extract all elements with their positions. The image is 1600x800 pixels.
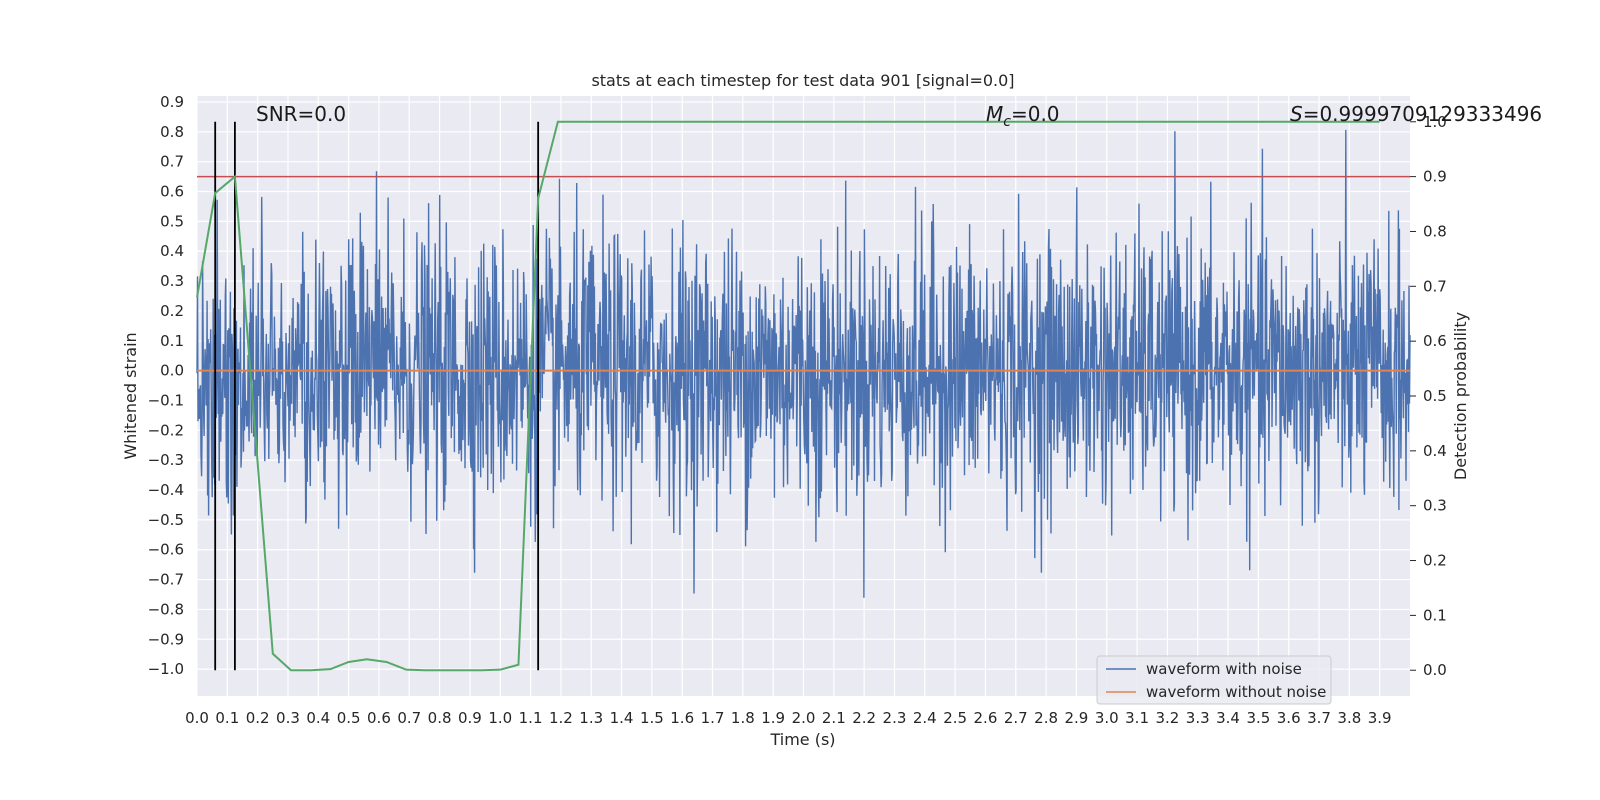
s-symbol: S [1290, 102, 1303, 126]
y-ticks: 0.9 0.8 0.7 0.6 0.5 0.4 0.3 0.2 0.1 0.0 −0.1 −0.2 −0… [148, 93, 184, 678]
probability-trace [196, 120, 1380, 672]
series-waveform-with-noise [196, 129, 1411, 598]
x-tick-label: 3.8 [1337, 709, 1361, 727]
snr-annotation: SNR=0.0 [256, 102, 346, 126]
x-tick-label: 3.7 [1307, 709, 1331, 727]
x-tick-label: 0.1 [215, 709, 239, 727]
y-tick-label: 0.6 [160, 183, 184, 201]
mc-annotation: Mc=0.0 [986, 102, 1060, 130]
x-tick-label: 1.4 [610, 709, 634, 727]
y-tick-label: −0.1 [148, 391, 184, 409]
y-tick-label: 0.8 [160, 123, 184, 141]
y2-tick-label: 0.1 [1423, 606, 1447, 624]
x-tick-label: 3.3 [1186, 709, 1210, 727]
legend-label-clean: waveform without noise [1146, 683, 1326, 701]
y2-ticks: 1.0 0.9 0.8 0.7 0.6 0.5 0.4 0.3 0.2 0.1 0.0 [1410, 113, 1447, 679]
mc-value: =0.0 [1011, 102, 1060, 126]
y2-tick-label: 0.9 [1423, 168, 1447, 186]
x-tick-label: 1.6 [670, 709, 694, 727]
x-tick-label: 2.4 [913, 709, 937, 727]
x-tick-label: 2.7 [1004, 709, 1028, 727]
y-tick-label: −0.6 [148, 541, 184, 559]
y2-tick-label: 0.8 [1423, 222, 1447, 240]
y-tick-label: −0.7 [148, 571, 184, 589]
x-tick-label: 3.6 [1277, 709, 1301, 727]
x-tick-label: 2.8 [1034, 709, 1058, 727]
y2-tick-label: 0.6 [1423, 332, 1447, 350]
y2-tick-label: 1.0 [1423, 113, 1447, 131]
x-tick-label: 3.0 [1095, 709, 1119, 727]
y-tick-label: −1.0 [148, 660, 184, 678]
y-tick-label: −0.9 [148, 630, 184, 648]
s-annotation: S=0.9999709129333496 [1290, 102, 1542, 126]
y-tick-label: 0.9 [160, 93, 184, 111]
y-tick-label: 0.7 [160, 153, 184, 171]
s-value: =0.9999709129333496 [1303, 102, 1542, 126]
y2-tick-label: 0.0 [1423, 661, 1447, 679]
x-tick-label: 3.1 [1125, 709, 1149, 727]
mc-subscript: c [1003, 114, 1011, 130]
noise-trace [196, 129, 1411, 598]
y-tick-label: −0.5 [148, 511, 184, 529]
y2-axis-label: Detection probability [1451, 312, 1470, 480]
y-tick-label: 0.3 [160, 272, 184, 290]
x-tick-label: 2.9 [1064, 709, 1088, 727]
x-ticks: 0.0 0.1 0.2 0.3 0.4 0.5 0.6 0.7 0.8 0.9 1.0 1.1 1.2 1… [185, 709, 1392, 727]
x-tick-label: 1.1 [519, 709, 543, 727]
x-tick-label: 2.2 [852, 709, 876, 727]
x-tick-label: 1.9 [761, 709, 785, 727]
x-tick-label: 2.1 [822, 709, 846, 727]
y2-tick-label: 0.3 [1423, 497, 1447, 515]
x-tick-label: 0.5 [337, 709, 361, 727]
y-tick-label: 0.0 [160, 362, 184, 380]
y-tick-label: −0.8 [148, 600, 184, 618]
legend: waveform with noise waveform without noi… [1096, 655, 1332, 705]
y-tick-label: 0.4 [160, 242, 184, 260]
y2-tick-label: 0.7 [1423, 277, 1447, 295]
x-tick-label: 0.4 [306, 709, 330, 727]
mc-symbol: M [986, 102, 1003, 126]
y-tick-label: 0.1 [160, 332, 184, 350]
x-tick-label: 1.5 [640, 709, 664, 727]
x-tick-label: 0.9 [458, 709, 482, 727]
x-tick-label: 3.2 [1155, 709, 1179, 727]
y2-tick-label: 0.4 [1423, 442, 1447, 460]
x-axis-label: Time (s) [769, 730, 835, 749]
x-tick-label: 3.5 [1246, 709, 1270, 727]
x-tick-label: 3.9 [1368, 709, 1392, 727]
x-tick-label: 1.0 [488, 709, 512, 727]
x-tick-label: 2.5 [943, 709, 967, 727]
chart-title: stats at each timestep for test data 901… [591, 71, 1014, 90]
y-tick-label: −0.3 [148, 451, 184, 469]
x-tick-label: 2.6 [974, 709, 998, 727]
y-tick-label: −0.2 [148, 421, 184, 439]
x-tick-label: 2.0 [792, 709, 816, 727]
series-detection-probability [196, 120, 1380, 672]
x-tick-label: 1.3 [579, 709, 603, 727]
x-tick-label: 1.2 [549, 709, 573, 727]
x-tick-label: 0.0 [185, 709, 209, 727]
legend-label-noise: waveform with noise [1146, 660, 1302, 678]
x-tick-label: 1.8 [731, 709, 755, 727]
y2-tick-label: 0.2 [1423, 552, 1447, 570]
legend-box [1096, 655, 1332, 705]
x-tick-label: 0.7 [397, 709, 421, 727]
x-tick-label: 2.3 [883, 709, 907, 727]
y-tick-label: 0.5 [160, 212, 184, 230]
x-tick-label: 0.3 [276, 709, 300, 727]
x-tick-label: 0.6 [367, 709, 391, 727]
y-axis-label: Whitened strain [121, 332, 140, 459]
x-tick-label: 1.7 [701, 709, 725, 727]
y-tick-label: 0.2 [160, 302, 184, 320]
y2-tick-label: 0.5 [1423, 387, 1447, 405]
y-tick-label: −0.4 [148, 481, 184, 499]
x-tick-label: 0.8 [428, 709, 452, 727]
x-tick-label: 0.2 [246, 709, 270, 727]
x-tick-label: 3.4 [1216, 709, 1240, 727]
